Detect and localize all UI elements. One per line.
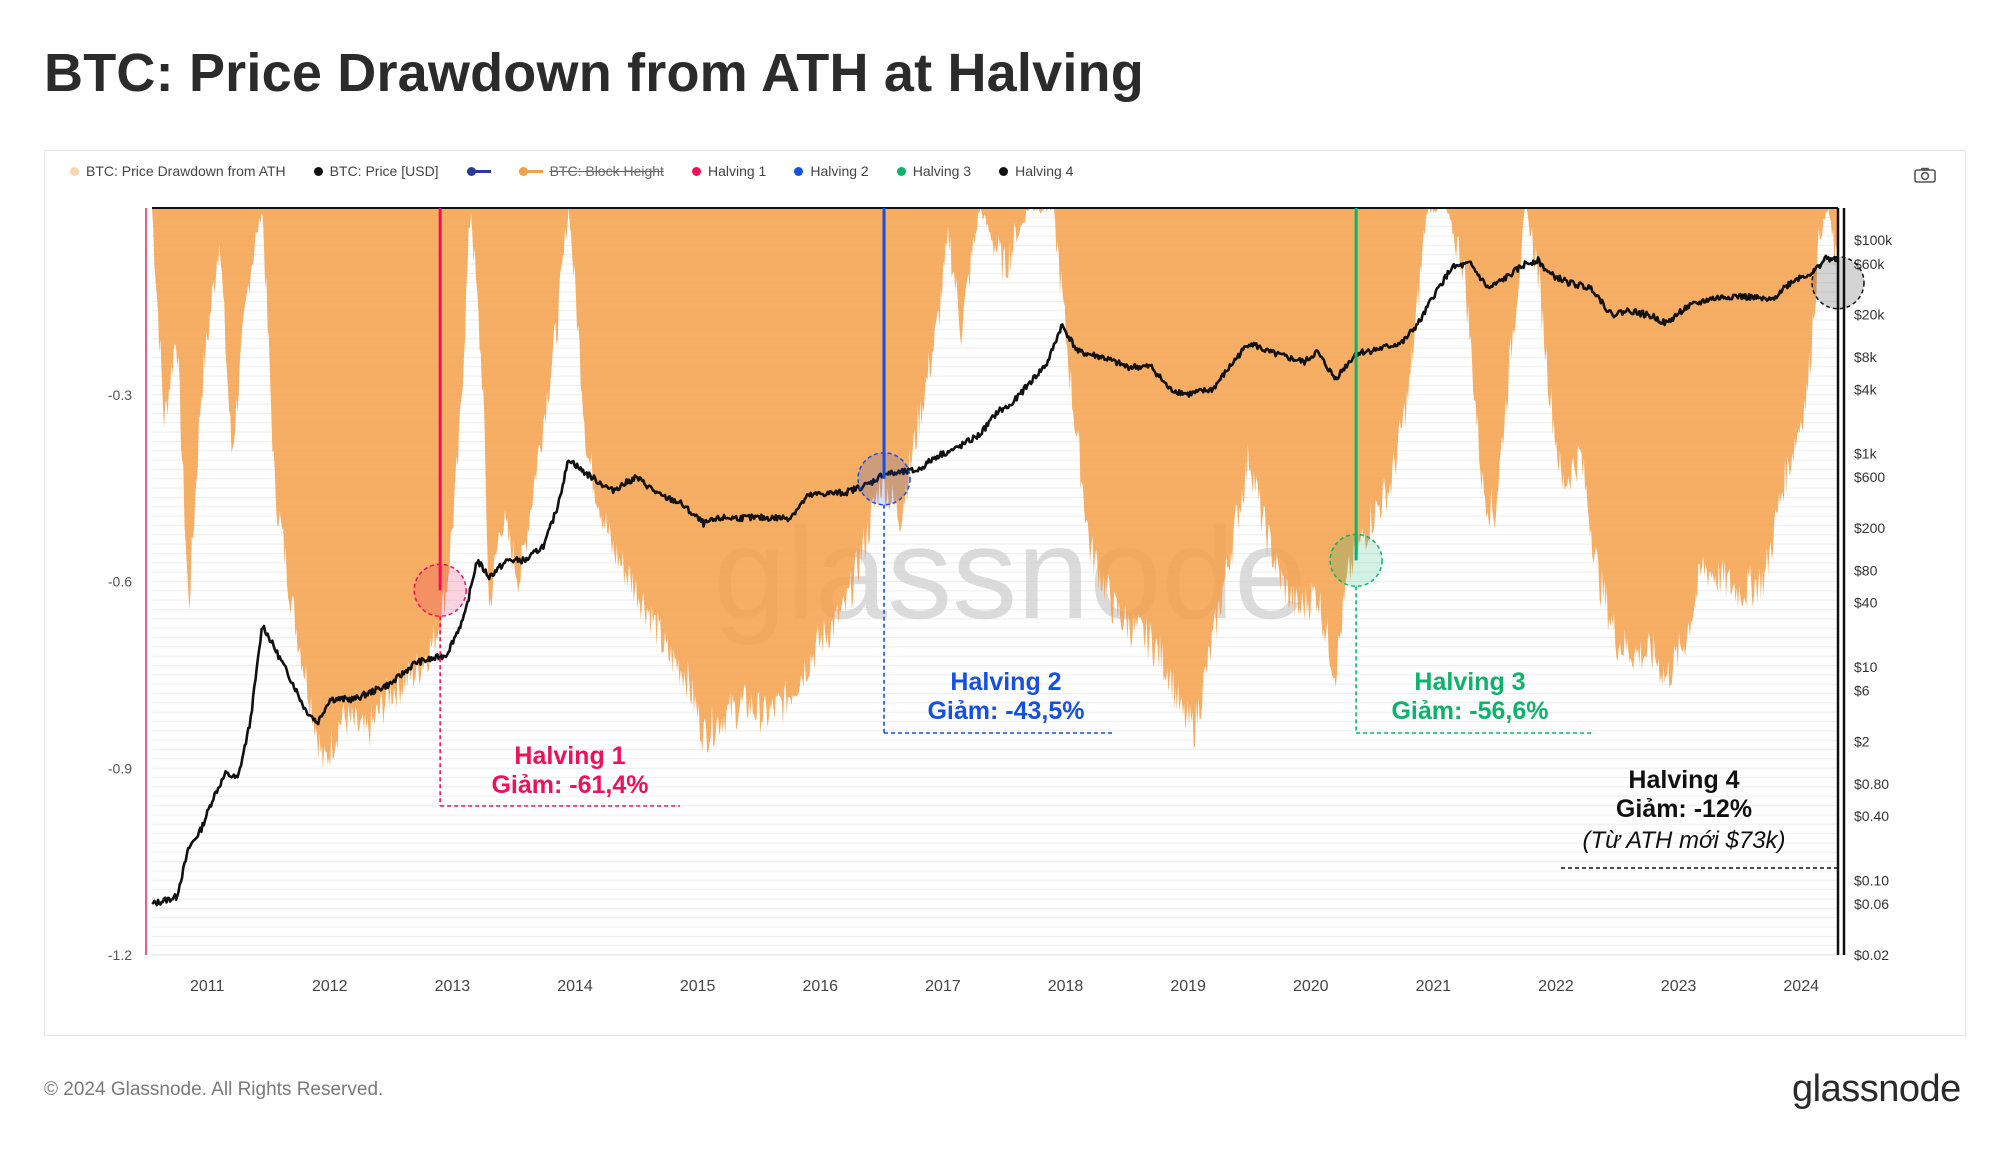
x-tick-label: 2021 bbox=[1416, 978, 1452, 995]
legend-dot-icon bbox=[794, 166, 804, 176]
footer-copyright: © 2024 Glassnode. All Rights Reserved. bbox=[44, 1079, 384, 1100]
right-tick-label: $2 bbox=[1854, 734, 1870, 750]
right-tick-label: $0.40 bbox=[1854, 808, 1889, 824]
legend-line-icon bbox=[518, 166, 543, 176]
drawdown-area bbox=[152, 208, 1838, 770]
legend: BTC: Price Drawdown from ATH BTC: Price [… bbox=[70, 163, 1073, 179]
right-tick-label: $1k bbox=[1854, 446, 1878, 462]
halving-drawdown-label: Giảm: -43,5% bbox=[927, 697, 1084, 725]
x-tick-label: 2019 bbox=[1170, 978, 1206, 995]
right-tick-label: $40 bbox=[1854, 595, 1878, 611]
x-tick-label: 2013 bbox=[435, 978, 471, 995]
right-tick-label: $0.80 bbox=[1854, 776, 1889, 792]
footer-logo: glassnode bbox=[1792, 1068, 1961, 1110]
halving-circle bbox=[1329, 533, 1383, 588]
right-tick-label: $80 bbox=[1854, 563, 1878, 579]
legend-dot-icon bbox=[896, 166, 906, 176]
legend-dot-icon bbox=[313, 166, 323, 176]
legend-item[interactable]: Halving 4 bbox=[999, 163, 1073, 179]
legend-line-icon bbox=[466, 166, 491, 176]
x-tick-label: 2018 bbox=[1048, 978, 1084, 995]
left-tick-label: -1.2 bbox=[108, 947, 132, 963]
legend-item[interactable]: BTC: Price [USD] bbox=[313, 163, 439, 179]
legend-label: BTC: Price [USD] bbox=[329, 163, 439, 179]
legend-dot-icon bbox=[70, 166, 79, 176]
x-tick-label: 2023 bbox=[1661, 978, 1697, 995]
legend-item[interactable]: BTC: Block Height bbox=[518, 163, 664, 179]
right-tick-label: $4k bbox=[1854, 381, 1878, 397]
right-tick-label: $0.02 bbox=[1854, 947, 1889, 963]
right-tick-label: $0.10 bbox=[1854, 872, 1889, 888]
right-tick-label: $200 bbox=[1854, 520, 1885, 536]
legend-label: Halving 4 bbox=[1015, 163, 1074, 179]
left-tick-label: -0.9 bbox=[108, 760, 132, 776]
x-tick-label: 2020 bbox=[1293, 978, 1329, 995]
halving-title: Halving 1 bbox=[514, 742, 625, 770]
x-tick-label: 2014 bbox=[557, 978, 593, 995]
halving-title: Halving 3 bbox=[1414, 668, 1525, 696]
halving-title: Halving 4 bbox=[1628, 766, 1739, 794]
legend-dot-icon bbox=[999, 166, 1009, 176]
legend-item[interactable]: Halving 1 bbox=[691, 163, 767, 179]
legend-item[interactable]: BTC: Price Drawdown from ATH bbox=[70, 163, 286, 179]
right-tick-label: $10 bbox=[1854, 659, 1878, 675]
right-tick-label: $8k bbox=[1854, 349, 1878, 365]
legend-label: Halving 2 bbox=[810, 163, 869, 179]
x-tick-label: 2017 bbox=[925, 978, 961, 995]
price-line bbox=[151, 254, 1840, 907]
right-tick-label: $60k bbox=[1854, 256, 1885, 272]
right-tick-label: $6 bbox=[1854, 683, 1870, 699]
left-tick-label: -0.6 bbox=[108, 574, 132, 590]
legend-label: Halving 1 bbox=[707, 163, 767, 179]
halving-note: (Từ ATH mới $73k) bbox=[1582, 827, 1785, 854]
halving-drawdown-label: Giảm: -61,4% bbox=[491, 771, 648, 799]
legend-item[interactable]: Halving 2 bbox=[794, 163, 869, 179]
halving-circle bbox=[413, 563, 467, 617]
halving-drawdown-label: Giảm: -12% bbox=[1616, 795, 1752, 823]
x-tick-label: 2015 bbox=[680, 978, 716, 995]
right-tick-label: $600 bbox=[1854, 469, 1885, 485]
page-title: BTC: Price Drawdown from ATH at Halving bbox=[44, 43, 1144, 103]
x-tick-label: 2016 bbox=[802, 978, 838, 995]
x-tick-label: 2024 bbox=[1783, 978, 1819, 995]
x-tick-label: 2022 bbox=[1538, 978, 1574, 995]
legend-item[interactable]: Halving 3 bbox=[896, 163, 972, 179]
left-tick-label: -0.3 bbox=[108, 387, 132, 403]
x-tick-label: 2012 bbox=[312, 978, 348, 995]
camera-icon[interactable] bbox=[1914, 167, 1936, 183]
halving-title: Halving 2 bbox=[950, 668, 1061, 696]
legend-label: BTC: Block Height bbox=[549, 163, 664, 179]
x-tick-label: 2011 bbox=[190, 978, 225, 995]
halving-circle bbox=[1811, 255, 1865, 310]
halving-drawdown-label: Giảm: -56,6% bbox=[1391, 697, 1548, 725]
right-tick-label: $20k bbox=[1854, 307, 1885, 323]
legend-label: BTC: Price Drawdown from ATH bbox=[86, 163, 286, 179]
legend-dot-icon bbox=[691, 166, 701, 176]
right-tick-label: $0.06 bbox=[1854, 896, 1889, 912]
halving-circle bbox=[857, 452, 911, 506]
chart-frame bbox=[44, 150, 1966, 1036]
right-tick-label: $100k bbox=[1854, 232, 1893, 248]
legend-item[interactable] bbox=[466, 166, 491, 176]
legend-label: Halving 3 bbox=[912, 163, 972, 179]
